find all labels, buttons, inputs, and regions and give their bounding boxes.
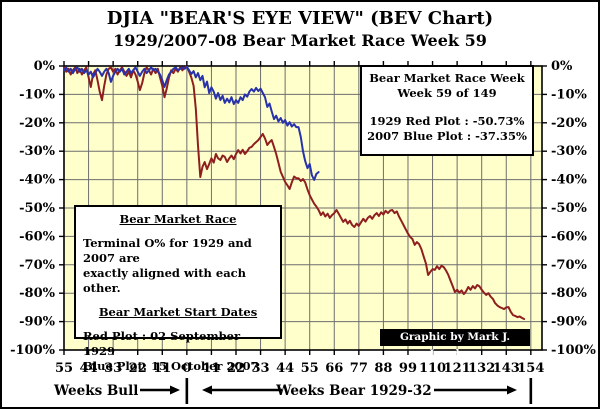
svg-text:55: 55	[301, 361, 319, 376]
note-heading-race: Bear Market Race	[119, 212, 237, 226]
svg-text:-60%: -60%	[551, 229, 587, 244]
svg-text:-30%: -30%	[551, 144, 587, 159]
svg-text:132: 132	[468, 361, 495, 376]
axis-ticks	[59, 61, 547, 355]
svg-text:77: 77	[350, 361, 368, 376]
svg-text:0%: 0%	[551, 59, 573, 74]
series-line-2007-blue-plot	[63, 65, 320, 181]
svg-text:-40%: -40%	[19, 173, 55, 188]
svg-text:-10%: -10%	[19, 87, 55, 102]
chart-title: DJIA "BEAR'S EYE VIEW" (BEV Chart)	[106, 8, 494, 29]
svg-text:-20%: -20%	[19, 116, 55, 131]
svg-text:22: 22	[227, 361, 245, 376]
blue-plot-value: 2007 Blue Plot : -37.35%	[367, 129, 527, 143]
svg-text:-10%: -10%	[551, 87, 587, 102]
svg-text:44: 44	[276, 361, 294, 376]
svg-text:88: 88	[374, 361, 392, 376]
svg-text:66: 66	[325, 361, 343, 376]
bear-market-note-box: Bear Market Race Terminal O% for 1929 an…	[74, 205, 282, 373]
svg-text:-20%: -20%	[551, 116, 587, 131]
svg-text:-80%: -80%	[551, 286, 587, 301]
svg-text:-100%: -100%	[10, 343, 56, 358]
axis-labels: 0% 0% -10% -10% -20% -20% -30% -30% -40% -40% -50%…	[10, 59, 596, 376]
svg-text:143: 143	[493, 361, 520, 376]
svg-text:-70%: -70%	[551, 258, 587, 273]
red-plot-value: 1929 Red Plot : -50.73%	[369, 114, 525, 128]
chart-subtitle: 1929/2007-08 Bear Market Race Week 59	[113, 31, 487, 50]
svg-text:-50%: -50%	[19, 201, 55, 216]
race-week-info-box: Bear Market Race Week Week 59 of 149 192…	[360, 65, 534, 156]
red-start-date: Red Plot : 02 September 1929	[83, 329, 241, 358]
svg-text:-80%: -80%	[19, 286, 55, 301]
series-line-1929-red-plot	[63, 65, 526, 320]
svg-text:11: 11	[202, 361, 220, 376]
svg-text:Weeks Bear 1929-32: Weeks Bear 1929-32	[275, 383, 431, 399]
svg-text:-30%: -30%	[19, 144, 55, 159]
svg-text:-90%: -90%	[19, 315, 55, 330]
note-body-line2: exactly aligned with each other.	[83, 266, 247, 295]
svg-text:11: 11	[153, 361, 171, 376]
race-week-title: Bear Market Race Week	[369, 71, 525, 85]
svg-text:121: 121	[444, 361, 471, 376]
svg-text:-50%: -50%	[551, 201, 587, 216]
svg-text:-70%: -70%	[19, 258, 55, 273]
svg-text:44: 44	[80, 361, 98, 376]
race-week-count: Week 59 of 149	[397, 86, 497, 100]
svg-text:Weeks Bull: Weeks Bull	[53, 383, 138, 399]
svg-text:110: 110	[419, 361, 446, 376]
phase-annotations: Weeks Bull Weeks Bear 1929-32	[53, 378, 533, 404]
blue-start-date: Blue Plot: 15 October 2007	[83, 359, 259, 373]
svg-text:-60%: -60%	[19, 229, 55, 244]
svg-text:0%: 0%	[34, 59, 56, 74]
svg-text:99: 99	[399, 361, 417, 376]
svg-text:0: 0	[182, 361, 191, 376]
svg-text:-40%: -40%	[551, 173, 587, 188]
svg-text:22: 22	[129, 361, 147, 376]
note-heading-start-dates: Bear Market Start Dates	[98, 305, 258, 319]
note-body-line1: Terminal O% for 1929 and 2007 are	[83, 236, 252, 265]
svg-text:154: 154	[517, 361, 544, 376]
svg-text:33: 33	[252, 361, 270, 376]
svg-text:33: 33	[104, 361, 122, 376]
credit-badge: Graphic by Mark J. Lundeen	[380, 329, 530, 360]
svg-text:-100%: -100%	[551, 343, 597, 358]
svg-text:55: 55	[55, 361, 73, 376]
svg-text:-90%: -90%	[551, 315, 587, 330]
